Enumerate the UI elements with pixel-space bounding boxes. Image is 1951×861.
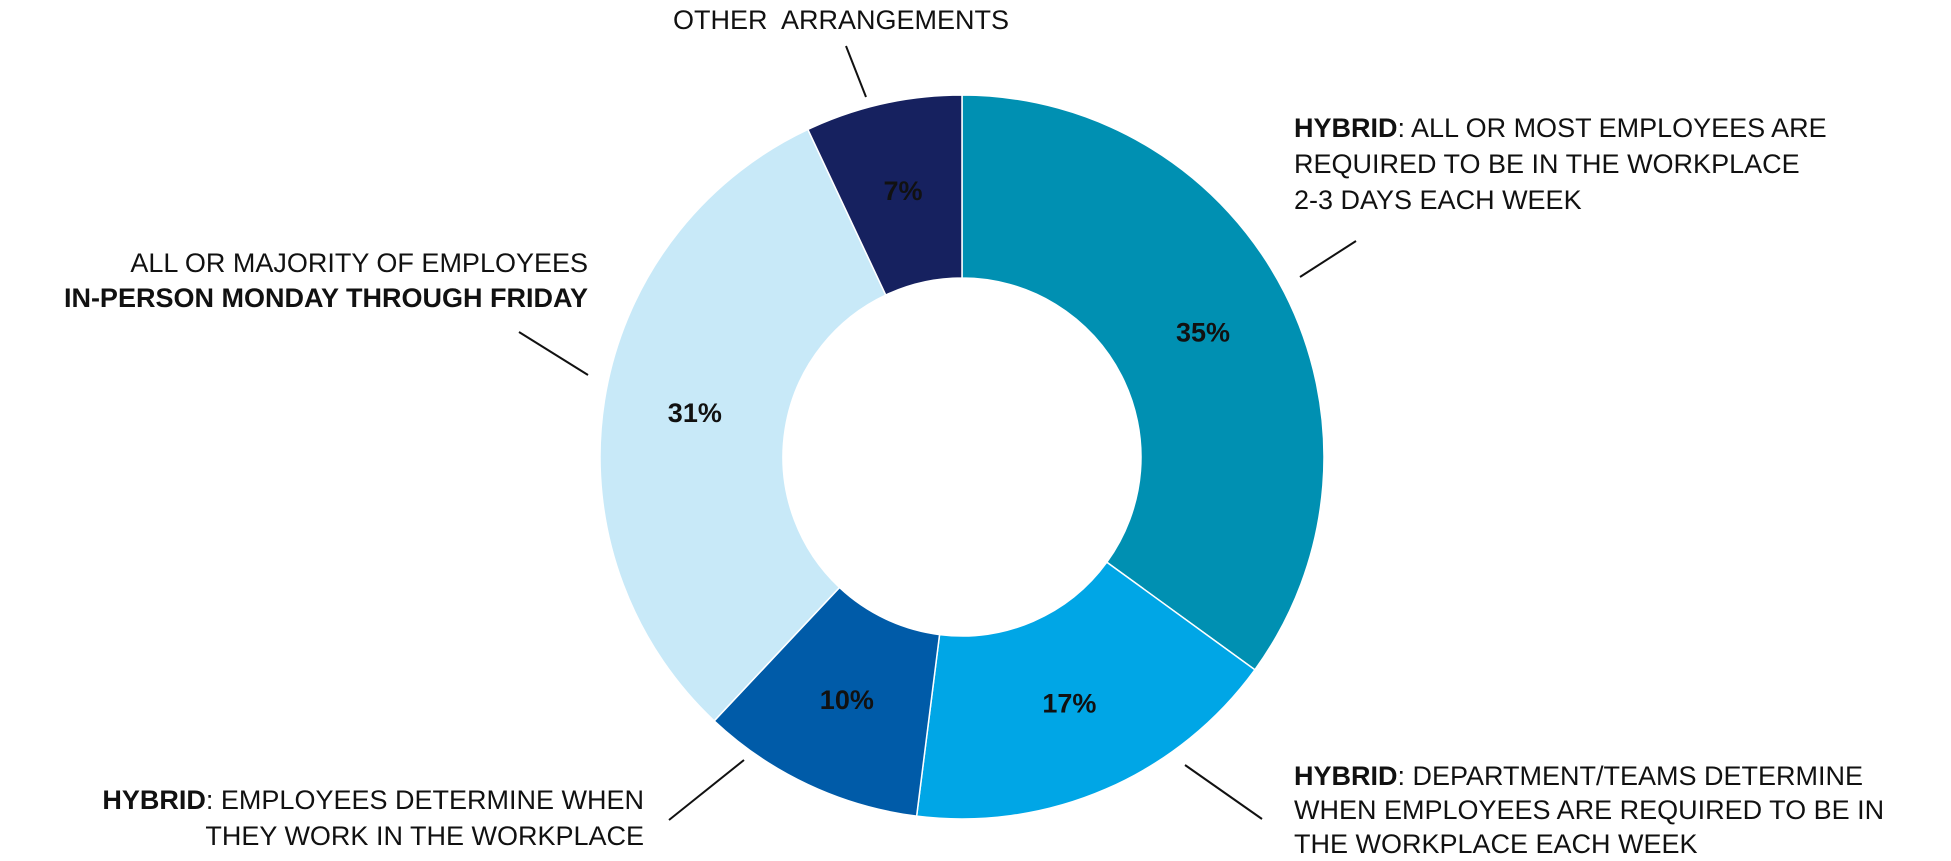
label-run: OTHER ARRANGEMENTS — [673, 5, 1009, 35]
label-run: THE WORKPLACE EACH WEEK — [1294, 829, 1698, 859]
slice-label: 2-3 DAYS EACH WEEK — [1294, 185, 1582, 215]
slice-label: THEY WORK IN THE WORKPLACE — [205, 821, 644, 851]
slice-label: HYBRID: ALL OR MOST EMPLOYEES ARE — [1294, 113, 1827, 143]
slice-label: HYBRID: EMPLOYEES DETERMINE WHEN — [102, 785, 644, 815]
label-run: HYBRID — [1294, 113, 1398, 143]
leader-line — [668, 759, 745, 821]
label-run: : DEPARTMENT/TEAMS DETERMINE — [1398, 761, 1864, 791]
value-label: 7% — [883, 176, 922, 206]
label-run: 2-3 DAYS EACH WEEK — [1294, 185, 1582, 215]
slice-label: THE WORKPLACE EACH WEEK — [1294, 829, 1698, 859]
leader-line — [845, 45, 867, 98]
slice-label: WHEN EMPLOYEES ARE REQUIRED TO BE IN — [1294, 795, 1884, 825]
label-run: WHEN EMPLOYEES ARE REQUIRED TO BE IN — [1294, 795, 1884, 825]
label-run: THEY WORK IN THE WORKPLACE — [205, 821, 644, 851]
slice-label: ALL OR MAJORITY OF EMPLOYEES — [130, 248, 588, 278]
label-run: ALL OR MAJORITY OF EMPLOYEES — [130, 248, 588, 278]
slice-label: HYBRID: DEPARTMENT/TEAMS DETERMINE — [1294, 761, 1863, 791]
label-run: : ALL OR MOST EMPLOYEES ARE — [1398, 113, 1827, 143]
slice-label: OTHER ARRANGEMENTS — [673, 5, 1009, 35]
label-run: IN-PERSON MONDAY THROUGH FRIDAY — [64, 283, 588, 313]
donut-slice — [915, 561, 1256, 820]
value-label: 31% — [668, 398, 722, 428]
leader-line — [518, 331, 589, 376]
leader-line — [1184, 764, 1263, 820]
donut-slice — [961, 94, 1325, 671]
donut-slice — [599, 128, 887, 722]
leader-line — [1299, 240, 1357, 278]
label-run: REQUIRED TO BE IN THE WORKPLACE — [1294, 149, 1800, 179]
value-label: 35% — [1176, 317, 1230, 347]
label-run: HYBRID — [102, 785, 206, 815]
label-run: : EMPLOYEES DETERMINE WHEN — [206, 785, 644, 815]
slice-label: REQUIRED TO BE IN THE WORKPLACE — [1294, 149, 1800, 179]
label-run: HYBRID — [1294, 761, 1398, 791]
slice-label: IN-PERSON MONDAY THROUGH FRIDAY — [64, 283, 588, 313]
value-label: 10% — [820, 685, 874, 715]
value-label: 17% — [1042, 688, 1096, 718]
donut-slice — [806, 94, 963, 297]
